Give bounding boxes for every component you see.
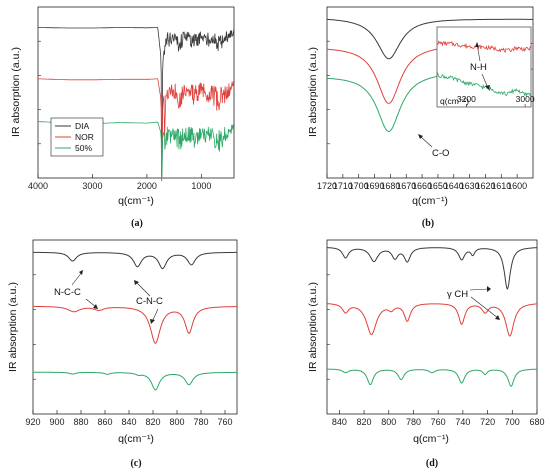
panel-b-xtick-label: 1700 [349,181,369,191]
arrow-gch-down-head [495,315,500,320]
legend-label-nor: NOR [75,132,94,142]
arrow-cnc-up [135,281,151,297]
panel-b-caption: (b) [422,218,434,229]
inset-series-50pct [436,71,532,98]
arrow-cnc-up-head [134,280,139,285]
panel-c-xtick-label: 780 [193,417,208,427]
panel-b: 1720171017001690168016701660165016401630… [307,6,535,229]
arrow-ncc-down [85,298,97,308]
arrow-cnc-down-head [150,319,155,324]
panel-a-caption: (a) [131,218,143,229]
panel-c-xtick-label: 840 [121,417,136,427]
inset-xlabel: q(cm⁻¹) [440,96,469,106]
panel-b-xtick-label: 1720 [317,181,337,191]
panel-c-ylabel: IR absorption (a.u.) [7,282,19,372]
panel-d-xlabel: q(cm⁻¹) [413,433,449,445]
panel-a-series-nor [38,78,235,182]
panel-c-xlabel: q(cm⁻¹) [118,433,154,445]
inset-arrow-down-head [485,85,490,90]
arrow-co-head [418,134,423,139]
panel-b-xtick-label: 1660 [412,181,432,191]
panel-d-xtick-label: 740 [455,417,470,427]
inset-xtick-label: 3200 [457,94,476,104]
panel-d-series-50pct [327,368,537,387]
panel-d-xtick-label: 820 [357,417,372,427]
panel-b-xtick-label: 1670 [396,181,416,191]
panel-b-frame [326,6,534,179]
panel-c-xtick-label: 820 [145,417,160,427]
panel-d-caption: (d) [426,458,438,469]
panel-b-series-dia [326,18,533,60]
panel-d-ylabel: IR absorption (a.u.) [307,282,319,372]
panel-d-xtick-label: 760 [431,417,446,427]
panel-c-xtick-label: 860 [97,417,112,427]
panel-a-xtick-label: 1000 [191,181,211,191]
panel-c-frame [32,239,238,415]
panel-a-xlabel: q(cm⁻¹) [118,195,154,207]
legend-label-mix: 50% [75,143,92,153]
panel-d-xtick-label: 800 [381,417,396,427]
panel-c-xtick-label: 880 [73,417,88,427]
panel-a: 4000 3000 2000 1000 DIA NOR 50% IR absorpti… [10,6,235,229]
annotation-co: C-O [432,148,449,159]
panel-a-ylabel: IR absorption (a.u.) [10,47,22,137]
panel-b-xtick-label: 1630 [460,181,480,191]
inset-annotation-nh: N-H [470,62,487,73]
panel-b-xtick-label: 1680 [380,181,400,191]
arrow-gch-down [470,296,499,319]
panel-c: 920 900 880 860 840 820 800 780 760 N-C-C C-N-C … [7,239,238,469]
panel-d-xtick-label: 780 [406,417,421,427]
annotation-gamma-ch: γ CH [447,289,468,300]
panel-a-series-dia [38,27,235,177]
panel-d-xtick-label: 680 [529,417,544,427]
arrow-ncc-down-head [93,304,98,309]
panel-b-xtick-label: 1710 [333,181,353,191]
panel-b-xtick-label: 1600 [507,181,527,191]
panel-b-xtick-label: 1690 [365,181,385,191]
annotation-cnc: C-N-C [136,296,163,307]
panel-b-xtick-label: 1610 [491,181,511,191]
arrow-gch-up [469,288,489,291]
panel-b-xtick-label: 1620 [475,181,495,191]
inset-arrow-up-head [475,42,479,47]
panel-d-xtick-label: 840 [332,417,347,427]
inset-xtick-label: 3000 [516,94,535,104]
panel-c-series-dia [33,251,237,270]
panel-c-series-nor [33,305,237,344]
panel-b-xlabel: q(cm⁻¹) [412,195,448,207]
panel-a-xtick-label: 2000 [137,181,157,191]
panel-b-ylabel: IR absorption (a.u.) [307,47,319,137]
legend-label-dia: DIA [75,121,90,131]
inset-series-nor [436,40,532,54]
panel-c-xtick-label: 800 [169,417,184,427]
inset-frame [436,26,532,108]
panel-d-series-nor [327,303,537,337]
panel-c-xtick-label: 900 [49,417,64,427]
panel-d-frame [326,239,538,415]
inset: 3200 3000 N-H q(cm⁻¹) [436,26,535,108]
panel-d-xtick-label: 700 [505,417,520,427]
panel-b-xtick-label: 1650 [428,181,448,191]
panel-c-caption: (c) [130,458,141,469]
panel-d-xtick-label: 720 [480,417,495,427]
arrow-co [419,135,433,148]
panel-a-frame [37,6,235,179]
panel-d: 840 820 800 780 760 740 720 700 680 γ CH IR abso… [307,239,545,469]
panel-c-series-50pct [33,371,237,391]
panel-d-series-dia [327,247,537,290]
annotation-ncc: N-C-C [54,287,81,298]
arrow-gch-up-head [487,286,491,292]
panel-a-xtick-label: 4000 [28,181,48,191]
arrow-ncc-up [71,271,83,286]
arrow-ncc-up-head [79,270,83,275]
panel-b-xtick-label: 1640 [444,181,464,191]
legend: DIA NOR 50% [50,117,104,157]
panel-c-xtick-label: 920 [25,417,40,427]
panel-a-xtick-label: 3000 [82,181,102,191]
panel-c-xtick-label: 760 [217,417,232,427]
